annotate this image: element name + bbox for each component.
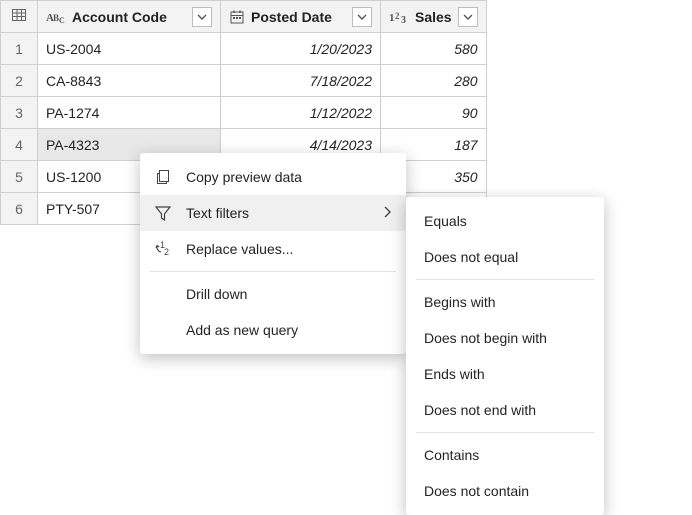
menu-label: Contains — [424, 447, 590, 463]
row-index: 4 — [1, 129, 38, 161]
menu-label: Copy preview data — [186, 169, 392, 185]
menu-item-drill-down[interactable]: Drill down — [140, 276, 406, 312]
cell-account-code[interactable]: CA-8843 — [38, 65, 221, 97]
chevron-down-icon — [197, 12, 207, 22]
cell-posted-date[interactable]: 1/20/2023 — [221, 33, 381, 65]
table-row[interactable]: 2 CA-8843 7/18/2022 280 — [1, 65, 487, 97]
menu-label: Replace values... — [186, 241, 392, 257]
svg-text:C: C — [59, 16, 65, 24]
menu-item-ends-with[interactable]: Ends with — [406, 356, 604, 392]
menu-item-does-not-begin-with[interactable]: Does not begin with — [406, 320, 604, 356]
menu-label: Does not equal — [424, 249, 590, 265]
row-index: 5 — [1, 161, 38, 193]
menu-item-text-filters[interactable]: Text filters — [140, 195, 406, 231]
menu-item-add-as-new-query[interactable]: Add as new query — [140, 312, 406, 348]
table-row[interactable]: 1 US-2004 1/20/2023 580 — [1, 33, 487, 65]
svg-text:1: 1 — [389, 12, 395, 24]
text-type-icon: ABC — [46, 10, 66, 24]
column-header-account-code[interactable]: ABC Account Code — [38, 1, 221, 33]
column-filter-button[interactable] — [192, 7, 212, 27]
column-header-posted-date[interactable]: Posted Date — [221, 1, 381, 33]
cell-account-code[interactable]: PA-1274 — [38, 97, 221, 129]
column-label: Posted Date — [251, 9, 346, 25]
number-type-icon: 123 — [389, 10, 409, 24]
filter-icon — [152, 204, 174, 222]
svg-text:3: 3 — [401, 15, 406, 24]
menu-item-does-not-equal[interactable]: Does not equal — [406, 239, 604, 275]
menu-label: Ends with — [424, 366, 590, 382]
menu-label: Does not contain — [424, 483, 590, 499]
menu-item-does-not-end-with[interactable]: Does not end with — [406, 392, 604, 428]
column-filter-button[interactable] — [352, 7, 372, 27]
cell-sales[interactable]: 280 — [381, 65, 487, 97]
menu-separator — [416, 432, 594, 433]
menu-label: Does not begin with — [424, 330, 590, 346]
table-icon — [11, 7, 27, 23]
menu-item-equals[interactable]: Equals — [406, 203, 604, 239]
menu-item-copy-preview-data[interactable]: Copy preview data — [140, 159, 406, 195]
row-index: 6 — [1, 193, 38, 225]
menu-item-replace-values[interactable]: 12 Replace values... — [140, 231, 406, 267]
menu-separator — [416, 279, 594, 280]
cell-posted-date[interactable]: 7/18/2022 — [221, 65, 381, 97]
row-index: 3 — [1, 97, 38, 129]
copy-icon — [152, 168, 174, 186]
row-index: 1 — [1, 33, 38, 65]
menu-label: Does not end with — [424, 402, 590, 418]
menu-item-contains[interactable]: Contains — [406, 437, 604, 473]
chevron-right-icon — [382, 205, 392, 221]
cell-sales[interactable]: 90 — [381, 97, 487, 129]
chevron-down-icon — [463, 12, 473, 22]
column-filter-button[interactable] — [458, 7, 478, 27]
cell-sales[interactable]: 580 — [381, 33, 487, 65]
column-label: Sales — [415, 9, 452, 25]
cell-posted-date[interactable]: 1/12/2022 — [221, 97, 381, 129]
menu-label: Text filters — [186, 205, 370, 221]
context-menu: Copy preview data Text filters 12 Replac… — [140, 153, 406, 354]
table-row[interactable]: 3 PA-1274 1/12/2022 90 — [1, 97, 487, 129]
menu-separator — [150, 271, 396, 272]
menu-label: Begins with — [424, 294, 590, 310]
column-header-sales[interactable]: 123 Sales — [381, 1, 487, 33]
chevron-down-icon — [357, 12, 367, 22]
menu-item-does-not-contain[interactable]: Does not contain — [406, 473, 604, 509]
menu-item-begins-with[interactable]: Begins with — [406, 284, 604, 320]
date-type-icon — [229, 9, 245, 25]
text-filters-submenu: Equals Does not equal Begins with Does n… — [406, 197, 604, 515]
replace-icon: 12 — [152, 240, 174, 258]
menu-label: Equals — [424, 213, 590, 229]
row-index-header[interactable] — [1, 1, 38, 33]
menu-label: Drill down — [186, 286, 392, 302]
cell-account-code[interactable]: US-2004 — [38, 33, 221, 65]
row-index: 2 — [1, 65, 38, 97]
menu-label: Add as new query — [186, 322, 392, 338]
column-label: Account Code — [72, 9, 186, 25]
svg-text:2: 2 — [395, 11, 400, 21]
svg-text:2: 2 — [164, 247, 169, 257]
